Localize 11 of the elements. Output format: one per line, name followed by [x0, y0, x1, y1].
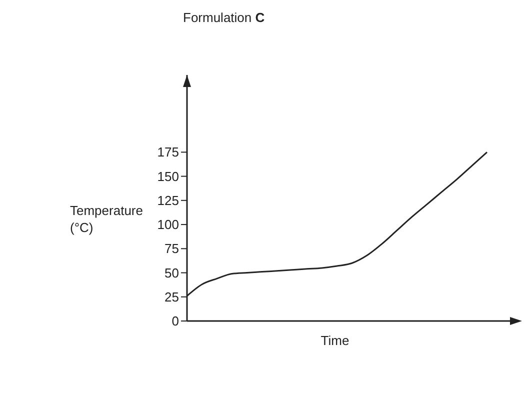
y-tick-label: 25 — [164, 289, 179, 304]
chart-title: Formulation C — [183, 10, 266, 25]
y-tick-label: 50 — [164, 265, 179, 280]
y-tick-label: 150 — [157, 168, 179, 184]
y-tick-label: 0 — [172, 314, 179, 329]
y-tick-label: 175 — [157, 144, 179, 160]
y-axis-title: Temperature (°C) — [70, 203, 143, 235]
x-axis-title: Time — [320, 333, 350, 348]
y-tick-label: 100 — [157, 217, 179, 232]
y-tick-label: 75 — [164, 241, 179, 256]
y-tick-label: 125 — [157, 192, 179, 208]
